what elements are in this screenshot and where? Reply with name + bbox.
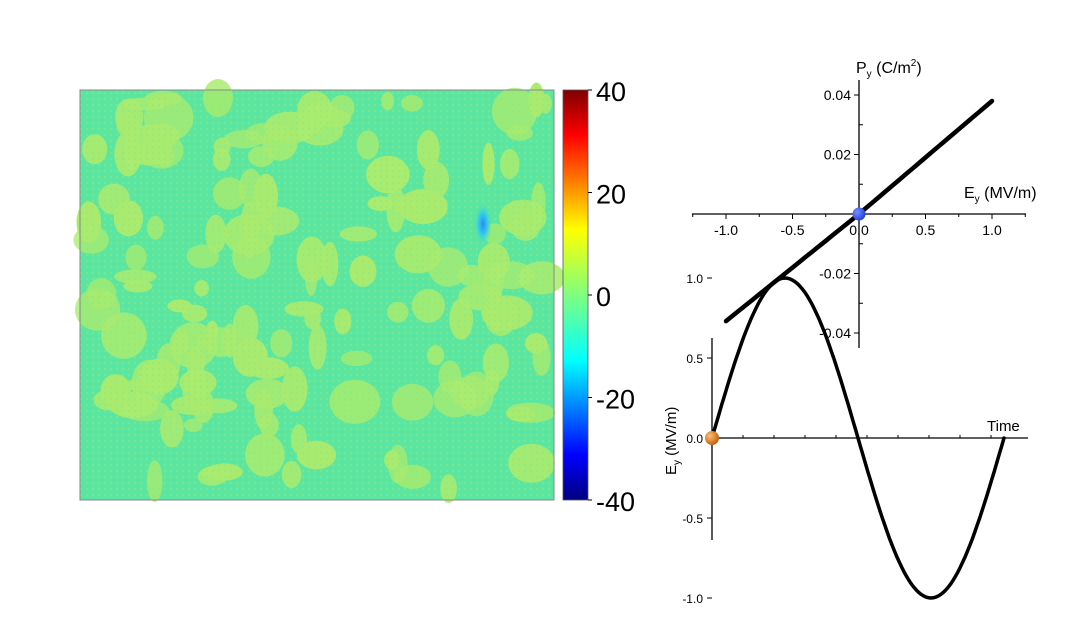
colorbar-tick-label: -40 [596, 487, 635, 517]
colorbar-tick-label: 0 [596, 282, 611, 312]
colorbar-ticks: 40 20 0 -20 -40 [588, 77, 635, 517]
pe-x-tick-label: -1.0 [714, 222, 738, 238]
et-x-label: Time [987, 418, 1020, 435]
et-y-tick-label: -1.0 [682, 592, 703, 606]
et-y-tick-label: -0.5 [682, 512, 703, 526]
pe-x-tick-label: 1.0 [982, 222, 1002, 238]
colorbar: 40 20 0 -20 -40 [562, 77, 635, 517]
et-y-tick-label: 0.0 [686, 432, 703, 446]
pe-y-tick-label: 0.04 [824, 87, 851, 103]
heatmap-panel [73, 79, 566, 503]
colorbar-tick-label: -20 [596, 385, 635, 415]
et-ticks: 1.0 0.5 0.0 -0.5 -1.0 [682, 272, 992, 606]
heatmap-dot-texture [80, 90, 554, 500]
pe-y-tick-label: -0.02 [819, 266, 851, 282]
heatmap-low-feature [474, 202, 492, 246]
colorbar-gradient [562, 89, 589, 501]
pe-marker [852, 207, 866, 221]
et-plot: 1.0 0.5 0.0 -0.5 -1.0 Time Ey (MV/m) [663, 272, 1028, 606]
pe-y-tick-label: 0.02 [824, 147, 851, 163]
et-y-tick-label: 1.0 [686, 272, 703, 286]
et-y-label: Ey (MV/m) [663, 407, 683, 475]
colorbar-tick-label: 40 [596, 77, 626, 107]
pe-x-label: Ey (MV/m) [964, 185, 1037, 205]
colorbar-tick-label: 20 [596, 180, 626, 210]
pe-x-tick-label: -0.5 [780, 222, 804, 238]
heatmap-frame [79, 89, 555, 501]
pe-x-tick-label: 0.0 [849, 222, 869, 238]
et-curve [710, 276, 1006, 600]
et-marker [705, 431, 719, 445]
pe-x-tick-label: 0.5 [916, 222, 936, 238]
pe-y-label: Py (C/m2) [856, 58, 922, 80]
pe-plot: -1.0 -0.5 0.0 0.5 1.00.040.02-0.02-0.04 Py (… [692, 58, 1037, 348]
et-y-tick-label: 0.5 [686, 352, 703, 366]
